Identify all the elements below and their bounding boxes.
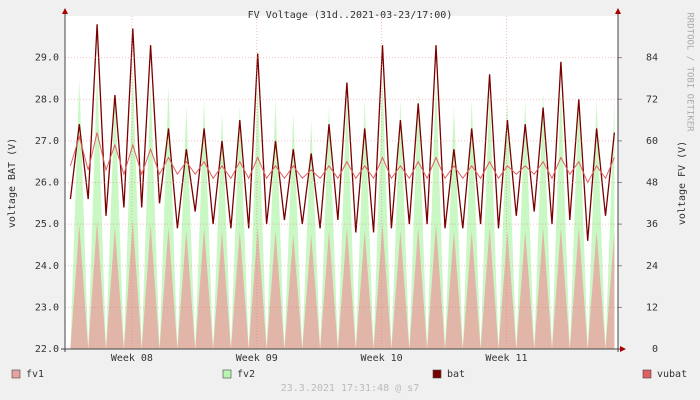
arrow — [615, 8, 621, 14]
x-tick-label: Week 08 — [111, 353, 153, 364]
legend-label: bat — [447, 369, 465, 380]
y2-tick-label: 24 — [646, 261, 658, 272]
legend-swatch — [222, 369, 232, 379]
y-tick-label: 27.0 — [35, 136, 59, 147]
y-tick-label: 23.0 — [35, 302, 59, 313]
y2-tick-label: 60 — [646, 136, 658, 147]
x-tick-label: Week 09 — [236, 353, 278, 364]
y-tick-label: 22.0 — [35, 344, 59, 355]
y2-tick-label: 84 — [646, 53, 658, 64]
legend-swatch — [642, 369, 652, 379]
y-tick-label: 24.0 — [35, 261, 59, 272]
chart-title: FV Voltage (31d..2021-03-23/17:00) — [248, 10, 453, 21]
y-tick-label: 26.0 — [35, 178, 59, 189]
watermark: RRDTOOL / TOBI OETIKER — [685, 12, 695, 132]
y-axis-label: voltage BAT (V) — [7, 138, 18, 228]
y2-tick-label: 72 — [646, 94, 658, 105]
y-tick-label: 29.0 — [35, 53, 59, 64]
y2-tick-label: 0 — [652, 344, 658, 355]
y2-axis-label: voltage FV (V) — [677, 141, 688, 225]
legend-swatch — [432, 369, 442, 379]
y2-tick-label: 36 — [646, 219, 658, 230]
arrow — [620, 346, 626, 352]
y2-tick-label: 48 — [646, 178, 658, 189]
legend-label: fv2 — [237, 369, 255, 380]
line — [69, 24, 616, 241]
arrow — [62, 8, 68, 14]
legend-label: vubat — [657, 369, 687, 380]
area — [70, 220, 615, 349]
x-tick-label: Week 10 — [361, 353, 403, 364]
line — [69, 132, 615, 184]
footer: 23.3.2021 17:31:48 @ s7 — [281, 383, 419, 394]
legend-label: fv1 — [26, 369, 44, 380]
y-tick-label: 25.0 — [35, 219, 59, 230]
legend-swatch — [11, 369, 21, 379]
y2-tick-label: 12 — [646, 302, 658, 313]
y-tick-label: 28.0 — [35, 94, 59, 105]
x-tick-label: Week 11 — [485, 353, 527, 364]
